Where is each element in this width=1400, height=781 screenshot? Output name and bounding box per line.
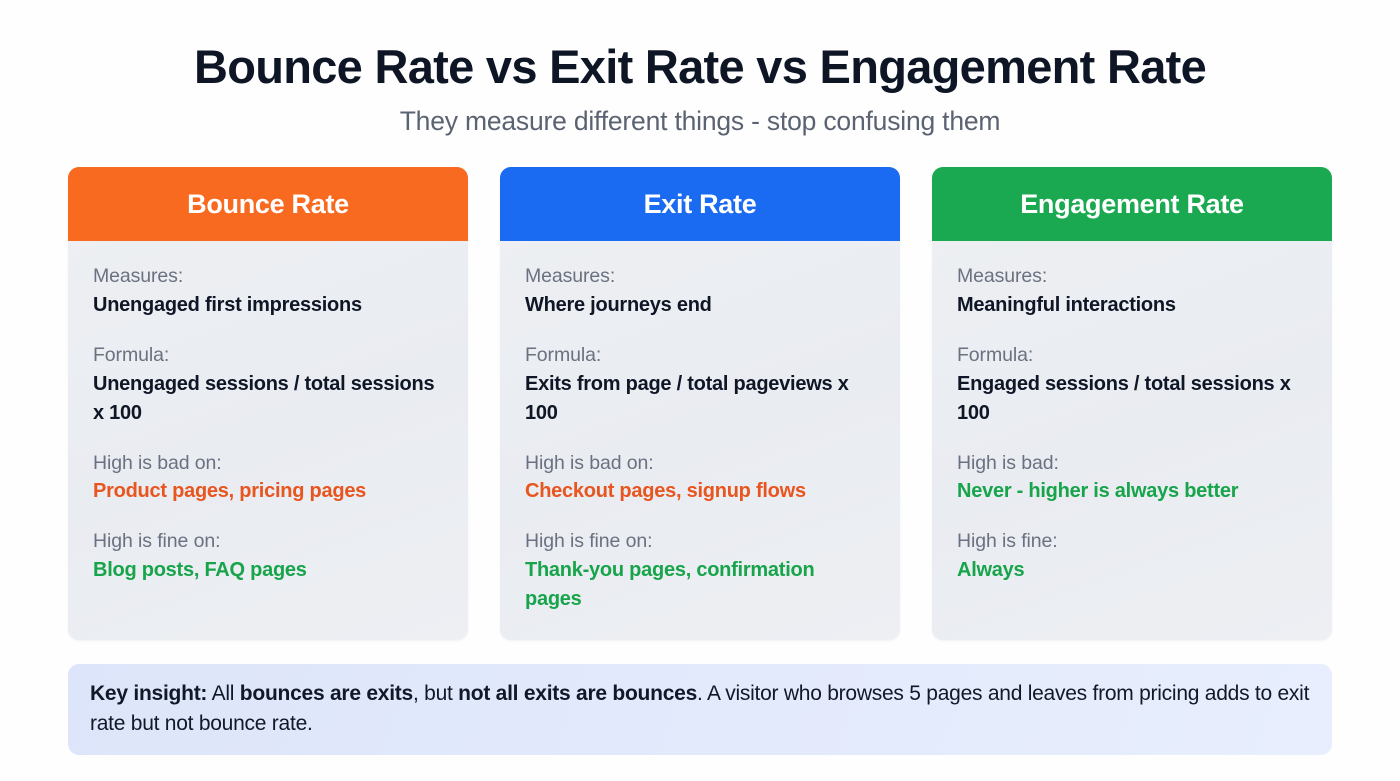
field-value: Never - higher is always better xyxy=(957,480,1239,503)
field-label: High is fine: xyxy=(957,530,1058,553)
field-value: Always xyxy=(957,559,1025,582)
field-label: Measures: xyxy=(957,265,1048,288)
card-title: Bounce Rate xyxy=(187,188,349,219)
field-label: Formula: xyxy=(93,343,170,366)
field-value: Thank-you pages, confirmation pages xyxy=(525,559,815,611)
field-label: High is bad on: xyxy=(93,451,222,474)
key-insight-segment: , but xyxy=(412,681,459,705)
field-value: Product pages, pricing pages xyxy=(93,480,367,503)
card-title: Engagement Rate xyxy=(1020,188,1244,219)
card-header-exit-rate: Exit Rate xyxy=(500,167,900,242)
card-field: Formula: Engaged sessions / total session… xyxy=(957,343,1307,428)
card-field: High is bad on: Product pages, pricing pa… xyxy=(93,451,443,507)
card-body-engagement-rate: Measures: Meaningful interactions Formula:… xyxy=(932,241,1332,640)
key-insight-lead: Key insight: xyxy=(90,681,208,705)
card-field: Measures: Unengaged first impressions xyxy=(93,264,443,320)
field-value: Unengaged first impressions xyxy=(93,294,362,317)
card-field: Measures: Meaningful interactions xyxy=(957,264,1307,320)
key-insight-segment: . A visitor who browses 5 pages and leav… xyxy=(90,681,1310,735)
card-bounce-rate: Bounce Rate Measures: Unengaged first impr… xyxy=(68,167,468,640)
card-field: Formula: Exits from page / total pageview… xyxy=(525,343,875,428)
card-title: Exit Rate xyxy=(643,188,757,219)
card-field: High is fine on: Thank-you pages, confirm… xyxy=(525,529,875,614)
field-label: High is fine on: xyxy=(525,530,653,553)
card-field: High is fine: Always xyxy=(957,529,1307,585)
card-engagement-rate: Engagement Rate Measures: Meaningful inter… xyxy=(932,167,1332,640)
key-insight-emphasis: bounces are exits xyxy=(239,681,413,705)
field-value: Exits from page / total pageviews x 100 xyxy=(525,372,849,424)
card-exit-rate: Exit Rate Measures: Where journeys end Form… xyxy=(500,167,900,640)
field-value: Engaged sessions / total sessions x 100 xyxy=(957,372,1291,424)
card-header-bounce-rate: Bounce Rate xyxy=(68,167,468,242)
key-insight-text: Key insight: All bounces are exits, but … xyxy=(90,679,1310,739)
card-field: Formula: Unengaged sessions / total sessi… xyxy=(93,343,443,428)
card-body-exit-rate: Measures: Where journeys end Formula: Exits… xyxy=(500,241,900,640)
field-value: Meaningful interactions xyxy=(957,294,1176,317)
field-value: Checkout pages, signup flows xyxy=(525,480,806,503)
card-field: High is bad: Never - higher is always bet… xyxy=(957,451,1307,507)
field-label: High is bad on: xyxy=(525,451,654,474)
field-label: Formula: xyxy=(525,343,602,366)
field-value: Blog posts, FAQ pages xyxy=(93,559,307,582)
card-field: Measures: Where journeys end xyxy=(525,264,875,320)
field-label: Formula: xyxy=(957,343,1034,366)
page-subtitle: They measure different things - stop con… xyxy=(399,105,1001,136)
page-title: Bounce Rate vs Exit Rate vs Engagement R… xyxy=(193,40,1207,93)
key-insight-callout: Key insight: All bounces are exits, but … xyxy=(68,663,1332,756)
field-label: Measures: xyxy=(93,265,184,288)
field-label: Measures: xyxy=(525,265,616,288)
page-header: Bounce Rate vs Exit Rate vs Engagement R… xyxy=(0,0,1400,136)
field-label: High is bad: xyxy=(957,451,1059,474)
field-value: Where journeys end xyxy=(525,294,712,317)
key-insight-emphasis: not all exits are bounces xyxy=(458,681,698,705)
card-field: High is fine on: Blog posts, FAQ pages xyxy=(93,529,443,585)
field-label: High is fine on: xyxy=(93,530,221,553)
card-header-engagement-rate: Engagement Rate xyxy=(932,167,1332,242)
key-insight-segment: All xyxy=(207,681,240,705)
field-value: Unengaged sessions / total sessions x 10… xyxy=(93,372,435,424)
card-field: High is bad on: Checkout pages, signup fl… xyxy=(525,451,875,507)
comparison-cards-row: Bounce Rate Measures: Unengaged first impr… xyxy=(68,167,1332,640)
card-body-bounce-rate: Measures: Unengaged first impressions Form… xyxy=(68,241,468,640)
